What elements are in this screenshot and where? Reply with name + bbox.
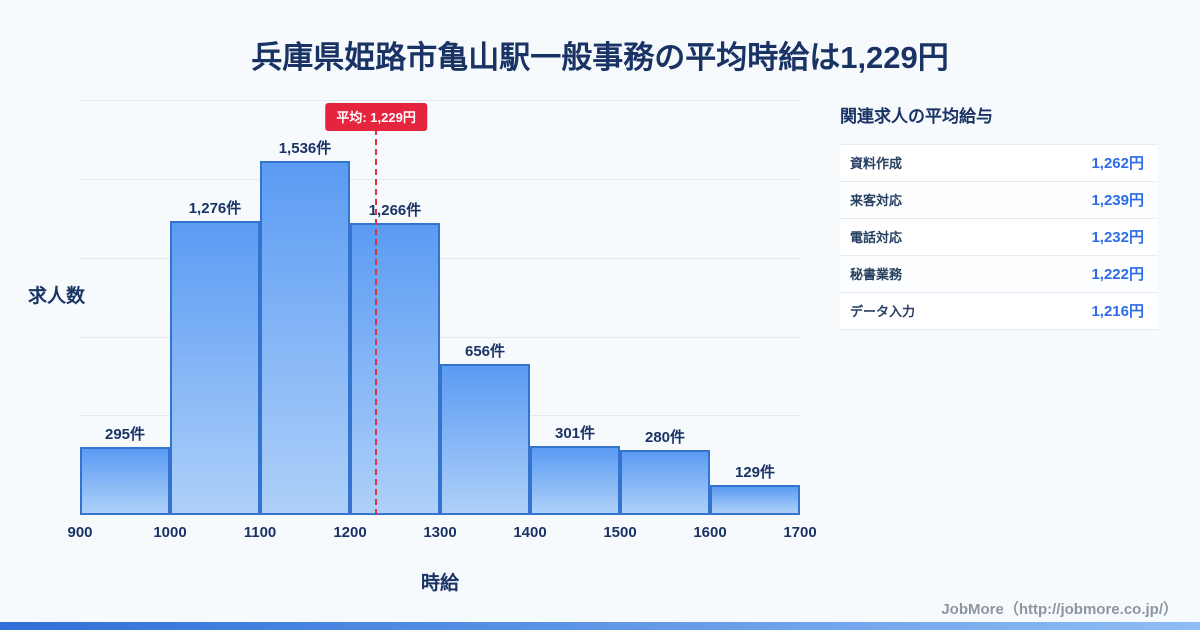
x-tick-label: 1400 xyxy=(513,524,547,541)
x-tick-label: 1200 xyxy=(333,524,367,541)
bar-value-label: 656件 xyxy=(464,343,506,360)
salary-value: 1,232円 xyxy=(1091,229,1144,246)
related-salary-row: 来客対応 1,239円 xyxy=(840,182,1158,219)
gridline xyxy=(80,100,800,101)
x-axis-label: 時給 xyxy=(420,573,459,594)
histogram-bar: 280件 xyxy=(620,429,710,515)
related-salary-row: データ入力 1,216円 xyxy=(840,293,1158,330)
histogram-bar: 129件 xyxy=(710,464,800,515)
related-salary-row: 秘書業務 1,222円 xyxy=(840,256,1158,293)
bar-value-label: 1,276件 xyxy=(188,200,242,217)
y-axis-label: 求人数 xyxy=(28,286,86,307)
footer-credit: JobMore（http://jobmore.co.jp/） xyxy=(941,601,1178,618)
related-salary-row: 電話対応 1,232円 xyxy=(840,219,1158,256)
plot-area: 平均: 1,229円 295件 1,276件 1,536件 1,266件 656件 301… xyxy=(80,100,800,515)
salary-value: 1,216円 xyxy=(1091,303,1144,320)
x-tick-label: 1500 xyxy=(603,524,637,541)
histogram-bar: 295件 xyxy=(80,426,170,515)
histogram-bar: 1,266件 xyxy=(350,202,440,515)
average-line xyxy=(375,129,378,515)
salary-value: 1,262円 xyxy=(1091,155,1144,172)
x-tick-label: 1000 xyxy=(153,524,187,541)
histogram-bar: 301件 xyxy=(530,425,620,515)
average-badge: 平均: 1,229円 xyxy=(325,103,427,131)
bar-value-label: 295件 xyxy=(104,426,146,443)
bar-value-label: 1,266件 xyxy=(368,202,422,219)
x-tick-label: 1300 xyxy=(423,524,457,541)
histogram-bar: 1,536件 xyxy=(260,140,350,515)
salary-value: 1,239円 xyxy=(1091,192,1144,209)
x-tick-label: 1600 xyxy=(693,524,727,541)
x-axis: 900 1000 1100 1200 1300 1400 1500 1600 1700 xyxy=(67,524,816,544)
gridline xyxy=(80,337,800,338)
job-type-label: データ入力 xyxy=(850,304,916,319)
page-title: 兵庫県姫路市亀山駅一般事務の平均時給は1,229円 xyxy=(251,40,949,75)
bar-value-label: 301件 xyxy=(554,425,596,442)
related-salary-table: 資料作成 1,262円来客対応 1,239円電話対応 1,232円秘書業務 1,222円… xyxy=(840,144,1158,330)
x-tick-label: 1100 xyxy=(243,524,277,541)
salary-value: 1,222円 xyxy=(1091,266,1144,283)
histogram-bar: 656件 xyxy=(440,343,530,515)
bar-value-label: 129件 xyxy=(734,464,776,481)
bottom-accent-strip xyxy=(0,622,1200,630)
job-type-label: 来客対応 xyxy=(850,193,903,208)
x-tick-label: 900 xyxy=(67,524,93,541)
job-type-label: 電話対応 xyxy=(850,230,903,245)
related-salary-row: 資料作成 1,262円 xyxy=(840,145,1158,182)
x-tick-label: 1700 xyxy=(783,524,817,541)
related-salary-title: 関連求人の平均給与 xyxy=(840,107,993,126)
job-type-label: 資料作成 xyxy=(850,156,903,171)
gridline xyxy=(80,258,800,259)
bar-value-label: 1,536件 xyxy=(278,140,332,157)
job-type-label: 秘書業務 xyxy=(850,267,903,282)
histogram-bar: 1,276件 xyxy=(170,200,260,515)
bar-value-label: 280件 xyxy=(644,429,686,446)
gridline xyxy=(80,179,800,180)
